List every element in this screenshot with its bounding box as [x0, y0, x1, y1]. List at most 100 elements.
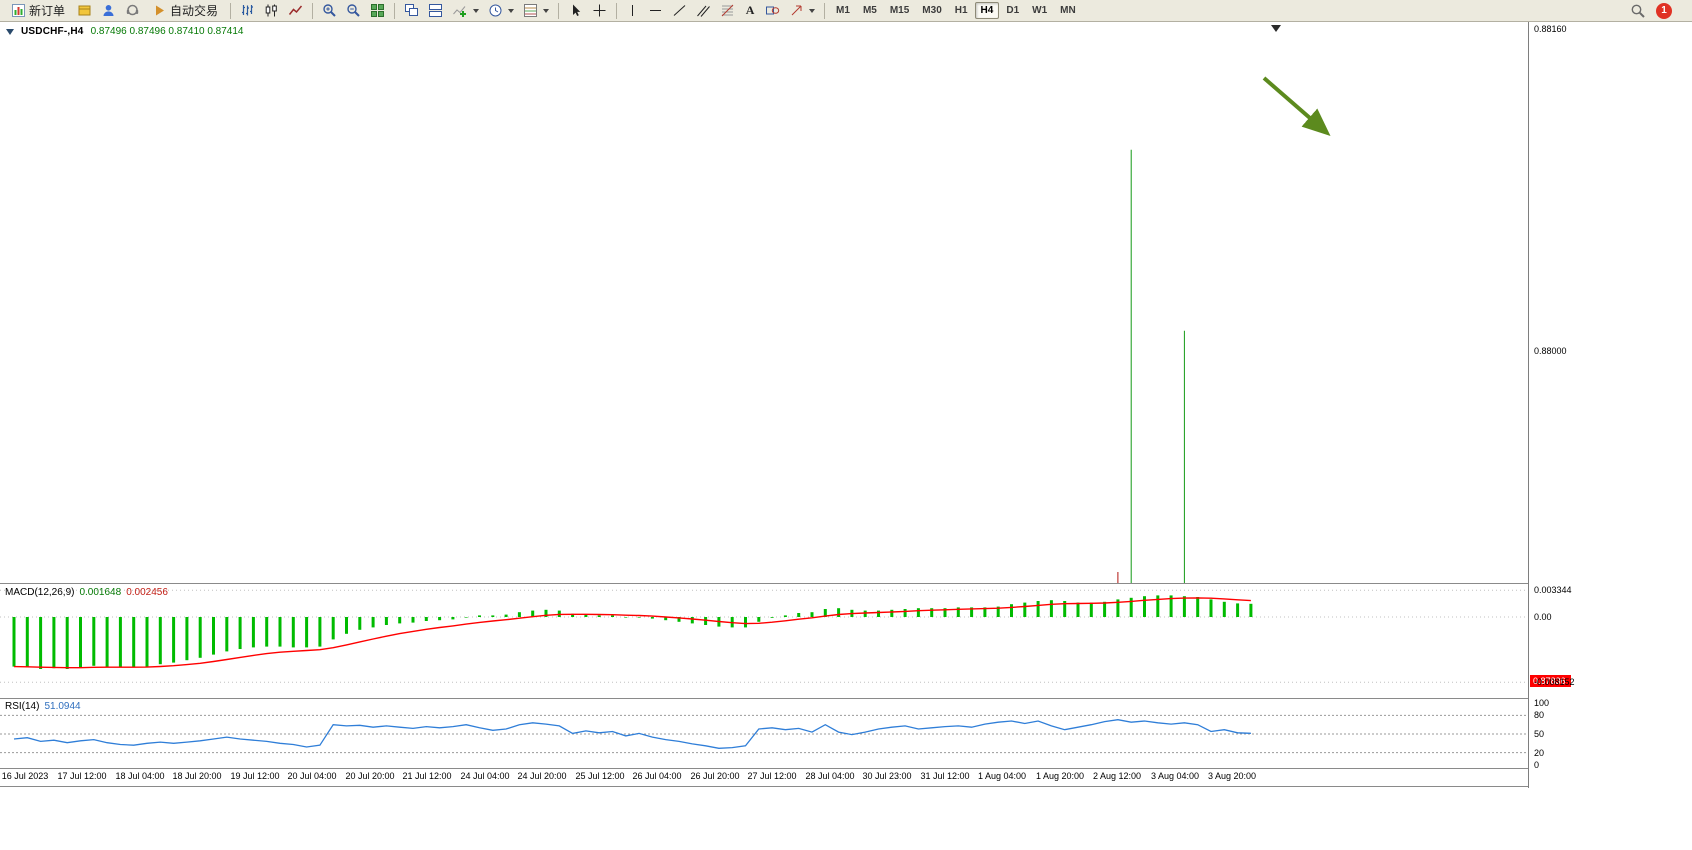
horizontal-line-icon: [650, 10, 662, 11]
time-axis[interactable]: 16 Jul 2023 17 Jul 12:00 18 Jul 04:00 18 Ju…: [0, 771, 1528, 786]
fibonacci-tool-button[interactable]: [716, 1, 739, 20]
one-click-trading-icon[interactable]: [6, 28, 14, 35]
cursor-icon: [573, 4, 581, 16]
trendline-tool-button[interactable]: [668, 1, 691, 20]
timeframe-button-m5[interactable]: M5: [857, 2, 883, 19]
macd-histogram-bar: [371, 617, 375, 628]
macd-histogram-bar: [1129, 597, 1133, 617]
search-icon[interactable]: [1630, 3, 1646, 19]
timeframe-button-h1[interactable]: H1: [949, 2, 974, 19]
macd-panel-chart[interactable]: [0, 585, 1528, 697]
macd-histogram-bar: [358, 617, 362, 630]
cascade-windows-button[interactable]: [400, 1, 423, 20]
macd-histogram-bar: [1143, 596, 1146, 617]
market-watch-button[interactable]: [97, 1, 120, 20]
chart-window[interactable]: USDCHF-,H4 0.87496 0.87496 0.87410 0.874…: [0, 22, 1575, 788]
tile-horizontal-button[interactable]: [424, 1, 447, 20]
zoom-out-icon: [347, 4, 360, 17]
macd-histogram-bar: [438, 617, 442, 621]
macd-histogram-bar: [637, 617, 641, 618]
macd-histogram-bar: [704, 617, 708, 625]
time-axis-label: 3 Aug 04:00: [1150, 771, 1200, 781]
macd-histogram-bar: [1076, 602, 1080, 617]
indicators-button[interactable]: [448, 1, 483, 20]
macd-histogram-bar: [238, 617, 242, 649]
macd-histogram-bar: [424, 617, 428, 621]
rsi-name: RSI(14): [5, 701, 40, 712]
arrows-tool-button[interactable]: [785, 1, 819, 20]
time-axis-label: 20 Jul 04:00: [287, 771, 337, 781]
chart-symbol-period: USDCHF-,H4: [21, 26, 84, 37]
horizontal-line-tool-button[interactable]: [644, 1, 667, 20]
line-chart-icon: [288, 5, 303, 15]
periods-button[interactable]: [484, 1, 518, 20]
panel-separator[interactable]: [0, 583, 1573, 584]
line-chart-mode-button[interactable]: [284, 1, 307, 20]
templates-button[interactable]: [519, 1, 553, 20]
timeframe-button-w1[interactable]: W1: [1026, 2, 1053, 19]
zoom-out-button[interactable]: [342, 1, 365, 20]
macd-histogram-bar: [118, 617, 122, 668]
panel-separator[interactable]: [0, 698, 1573, 699]
time-axis-label: 26 Jul 20:00: [690, 771, 740, 781]
autotrading-play-icon: [156, 5, 165, 16]
macd-histogram-bar: [451, 617, 455, 620]
autotrading-button[interactable]: 自动交易: [145, 1, 225, 20]
shapes-tool-button[interactable]: [761, 1, 784, 20]
macd-histogram-bar: [571, 613, 575, 617]
macd-histogram-bar: [398, 617, 402, 624]
time-axis-separator: [0, 768, 1573, 769]
price-chart[interactable]: [0, 22, 1528, 583]
new-order-button[interactable]: 新订单: [4, 1, 72, 20]
timeframe-button-m30[interactable]: M30: [916, 2, 947, 19]
text-tool-button[interactable]: A: [740, 1, 760, 20]
bar-chart-mode-button[interactable]: [236, 1, 259, 20]
crosshair-tool-button[interactable]: [588, 1, 611, 20]
vertical-line-tool-button[interactable]: [622, 1, 643, 20]
time-axis-label: 25 Jul 12:00: [575, 771, 625, 781]
macd-histogram-bar: [597, 615, 601, 617]
channel-tool-button[interactable]: [692, 1, 715, 20]
timeframe-button-m15[interactable]: M15: [884, 2, 915, 19]
tile-windows-button[interactable]: [366, 1, 389, 20]
timeframe-button-m1[interactable]: M1: [830, 2, 856, 19]
data-window-button[interactable]: [121, 1, 144, 20]
macd-histogram-bar: [158, 617, 162, 665]
new-order-label: 新订单: [29, 4, 66, 18]
fibonacci-icon: [721, 4, 734, 17]
macd-histogram-bar: [983, 607, 987, 617]
headset-icon: [126, 4, 139, 16]
candlestick-mode-button[interactable]: [260, 1, 283, 20]
notification-badge[interactable]: 1: [1656, 2, 1672, 19]
macd-histogram-bar: [996, 606, 1000, 617]
chart-shift-marker[interactable]: [1271, 25, 1281, 32]
arrow-annotation[interactable]: [1262, 76, 1331, 136]
price-axis[interactable]: 0.881600.880000.875200.873650.872050.870…: [1528, 22, 1575, 788]
rsi-label: RSI(14) 51.0944: [5, 701, 81, 712]
price-axis-label: 0.88000: [1534, 346, 1567, 356]
timeframe-toolbar: M1 M5 M15 M30 H1 H4 D1 W1 MN: [830, 2, 1082, 19]
toolbar-separator: [230, 2, 232, 19]
timeframe-button-h4[interactable]: H4: [974, 2, 1000, 19]
tile-horizontal-icon: [429, 4, 443, 17]
macd-histogram-bar: [145, 617, 149, 667]
macd-histogram-bar: [783, 615, 787, 617]
timeframe-button-mn[interactable]: MN: [1054, 2, 1082, 19]
macd-histogram-bar: [1103, 601, 1107, 617]
rsi-axis-label: 100: [1534, 698, 1550, 708]
zoom-in-button[interactable]: [318, 1, 341, 20]
time-axis-label: 2 Aug 12:00: [1092, 771, 1142, 781]
metaeditor-button[interactable]: [73, 1, 96, 20]
macd-histogram-bar: [105, 617, 109, 667]
macd-histogram-bar: [1169, 595, 1173, 617]
macd-histogram-bar: [478, 615, 481, 617]
ohlc-bars-icon: [242, 5, 254, 16]
macd-histogram-bar: [517, 612, 521, 617]
time-axis-label: 27 Jul 12:00: [747, 771, 797, 781]
chevron-down-icon: [809, 8, 816, 13]
rsi-panel-chart[interactable]: [0, 699, 1528, 767]
timeframe-button-d1[interactable]: D1: [1000, 2, 1025, 19]
cursor-tool-button[interactable]: [564, 1, 587, 20]
macd-histogram-bar: [92, 617, 96, 666]
macd-histogram-bar: [251, 617, 255, 648]
